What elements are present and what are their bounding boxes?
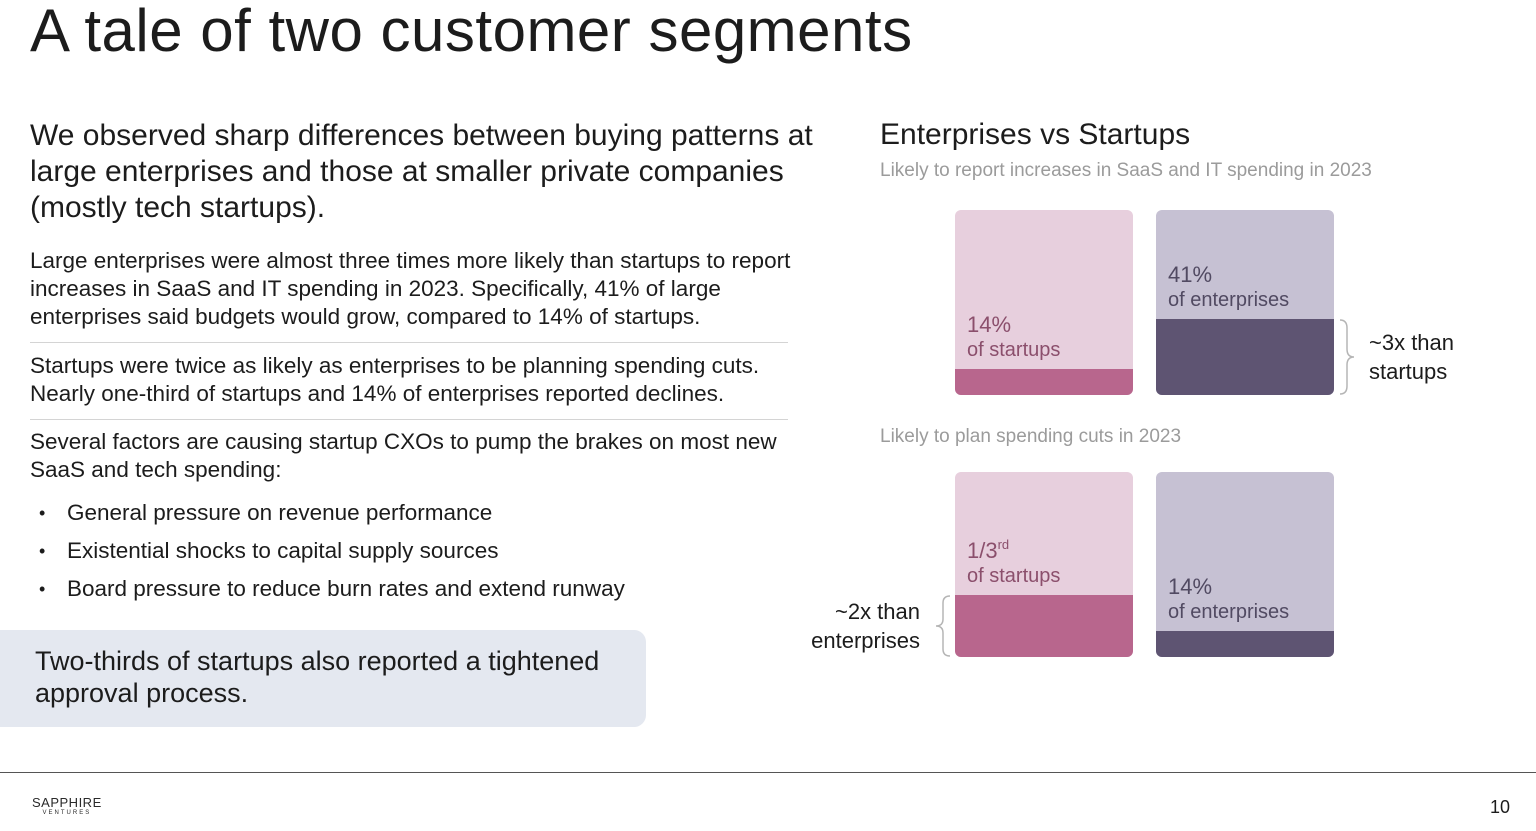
callout-box: Two-thirds of startups also reported a t… [0, 630, 646, 727]
data-label-value: 41% [1168, 262, 1213, 287]
data-label-caption: of enterprises [1168, 601, 1290, 623]
bar-fill-enterprises-cuts [1156, 631, 1334, 657]
divider [30, 419, 788, 420]
data-label: 1/3rd of startups [967, 538, 1060, 589]
data-label-value: 1/3rd [967, 537, 1010, 563]
bar-fill-startups-cuts [955, 595, 1133, 657]
data-label-caption: of startups [967, 565, 1061, 587]
brace-3x [1339, 319, 1355, 395]
data-label-caption: of startups [967, 339, 1061, 361]
intro-text: We observed sharp differences between bu… [30, 119, 813, 224]
data-label-value: 14% [967, 312, 1012, 337]
data-label-caption: of enterprises [1168, 289, 1290, 311]
factor-list: General pressure on revenue performance … [30, 494, 625, 608]
sapphire-ventures-logo: SAPPHIRE VENTURES [32, 795, 102, 817]
bar-enterprises-cuts: 14% of enterprises [1156, 472, 1334, 657]
annotation-2x: ~2x than enterprises [811, 599, 920, 653]
bar-enterprises-increase: 41% of enterprises [1156, 210, 1334, 395]
chart-title: Enterprises vs Startups [880, 118, 1191, 151]
page-number: 10 [1489, 797, 1510, 817]
data-label: 14% of enterprises [1168, 574, 1289, 625]
list-item: Board pressure to reduce burn rates and … [30, 570, 625, 608]
data-label: 14% of startups [967, 312, 1060, 363]
data-label: 41% of enterprises [1168, 262, 1289, 313]
slide-title: A tale of two customer segments [30, 0, 913, 64]
annotation-3x: ~3x than startups [1369, 330, 1455, 384]
chart-subtitle-cuts: Likely to plan spending cuts in 2023 [880, 426, 1182, 447]
footer-divider [0, 772, 1536, 773]
bar-fill-enterprises-increase [1156, 319, 1334, 395]
list-item: Existential shocks to capital supply sou… [30, 532, 625, 570]
paragraph-factors: Several factors are causing startup CXOs… [30, 429, 777, 482]
divider [30, 342, 788, 343]
paragraph-increases: Large enterprises were almost three time… [30, 248, 791, 329]
chart-subtitle-increases: Likely to report increases in SaaS and I… [880, 160, 1372, 181]
bar-fill-startups-increase [955, 369, 1133, 395]
data-label-value: 14% [1168, 574, 1213, 599]
brace-2x [935, 595, 951, 657]
paragraph-cuts: Startups were twice as likely as enterpr… [30, 353, 760, 406]
list-item: General pressure on revenue performance [30, 494, 625, 532]
bar-startups-cuts: 1/3rd of startups [955, 472, 1133, 657]
bar-startups-increase: 14% of startups [955, 210, 1133, 395]
